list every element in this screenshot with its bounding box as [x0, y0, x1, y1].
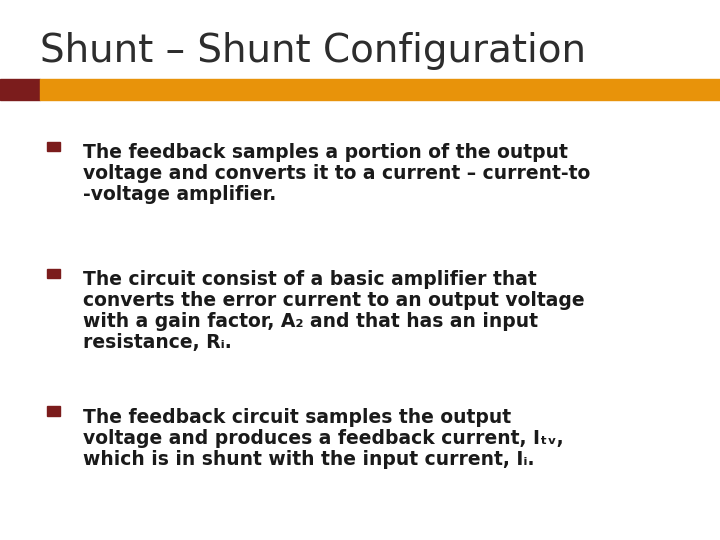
- Text: converts the error current to an output voltage: converts the error current to an output …: [83, 291, 585, 310]
- Bar: [47, 268, 60, 278]
- Bar: [40, 79, 720, 100]
- Bar: [47, 141, 60, 151]
- Text: The feedback samples a portion of the output: The feedback samples a portion of the ou…: [83, 143, 567, 162]
- Bar: [0, 79, 40, 100]
- Text: voltage and converts it to a current – current-to: voltage and converts it to a current – c…: [83, 164, 590, 183]
- Text: The circuit consist of a basic amplifier that: The circuit consist of a basic amplifier…: [83, 270, 536, 289]
- Text: voltage and produces a feedback current, Iₜᵥ,: voltage and produces a feedback current,…: [83, 429, 564, 448]
- Text: -voltage amplifier.: -voltage amplifier.: [83, 185, 276, 204]
- Text: which is in shunt with the input current, Iᵢ.: which is in shunt with the input current…: [83, 449, 534, 469]
- Text: The feedback circuit samples the output: The feedback circuit samples the output: [83, 408, 511, 427]
- Text: Shunt – Shunt Configuration: Shunt – Shunt Configuration: [40, 32, 585, 70]
- Text: with a gain factor, A₂ and that has an input: with a gain factor, A₂ and that has an i…: [83, 312, 538, 331]
- Text: resistance, Rᵢ.: resistance, Rᵢ.: [83, 333, 232, 352]
- Bar: [47, 406, 60, 416]
